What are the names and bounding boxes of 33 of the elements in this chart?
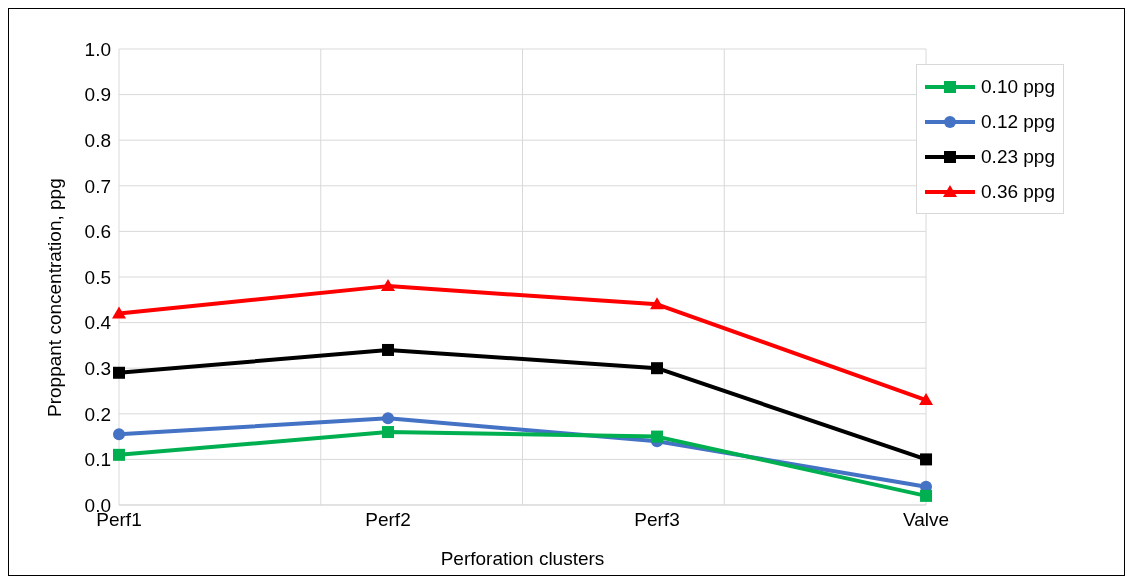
y-tick-label: 0.1 bbox=[84, 449, 111, 471]
point bbox=[920, 489, 933, 502]
y-tick-label: 0.2 bbox=[84, 403, 111, 425]
point bbox=[113, 366, 125, 379]
point bbox=[382, 412, 395, 425]
y-tick-label: 0.9 bbox=[84, 84, 111, 106]
point bbox=[919, 393, 934, 406]
y-tick-label: 0.5 bbox=[84, 266, 111, 288]
y-tick-label: 0.8 bbox=[84, 129, 111, 151]
point bbox=[113, 448, 125, 461]
x-tick-label: Valve bbox=[902, 509, 950, 531]
y-tick-label: 1.0 bbox=[84, 38, 111, 60]
y-tick-label: 0.7 bbox=[84, 175, 111, 197]
point bbox=[113, 428, 125, 441]
y-tick-label: 0.3 bbox=[84, 357, 111, 379]
y-axis-title: Proppant concentration, ppg bbox=[43, 178, 65, 417]
point bbox=[381, 279, 396, 292]
legend-label: 0.10 ppg bbox=[981, 75, 1055, 99]
point bbox=[382, 343, 395, 356]
point bbox=[112, 306, 126, 319]
point bbox=[920, 453, 933, 466]
legend-label: 0.23 ppg bbox=[981, 145, 1055, 169]
point bbox=[651, 430, 664, 443]
x-axis-title: Perforation clusters bbox=[440, 548, 605, 569]
legend-label: 0.12 ppg bbox=[981, 110, 1055, 134]
x-tick-label: Perf2 bbox=[365, 509, 411, 531]
x-tick-label: Perf3 bbox=[634, 509, 680, 531]
point bbox=[650, 297, 665, 310]
y-tick-label: 0.4 bbox=[84, 312, 112, 334]
legend-label: 0.36 ppg bbox=[981, 180, 1055, 204]
point bbox=[651, 362, 664, 375]
point bbox=[382, 426, 395, 439]
y-tick-label: 0.6 bbox=[84, 221, 111, 243]
